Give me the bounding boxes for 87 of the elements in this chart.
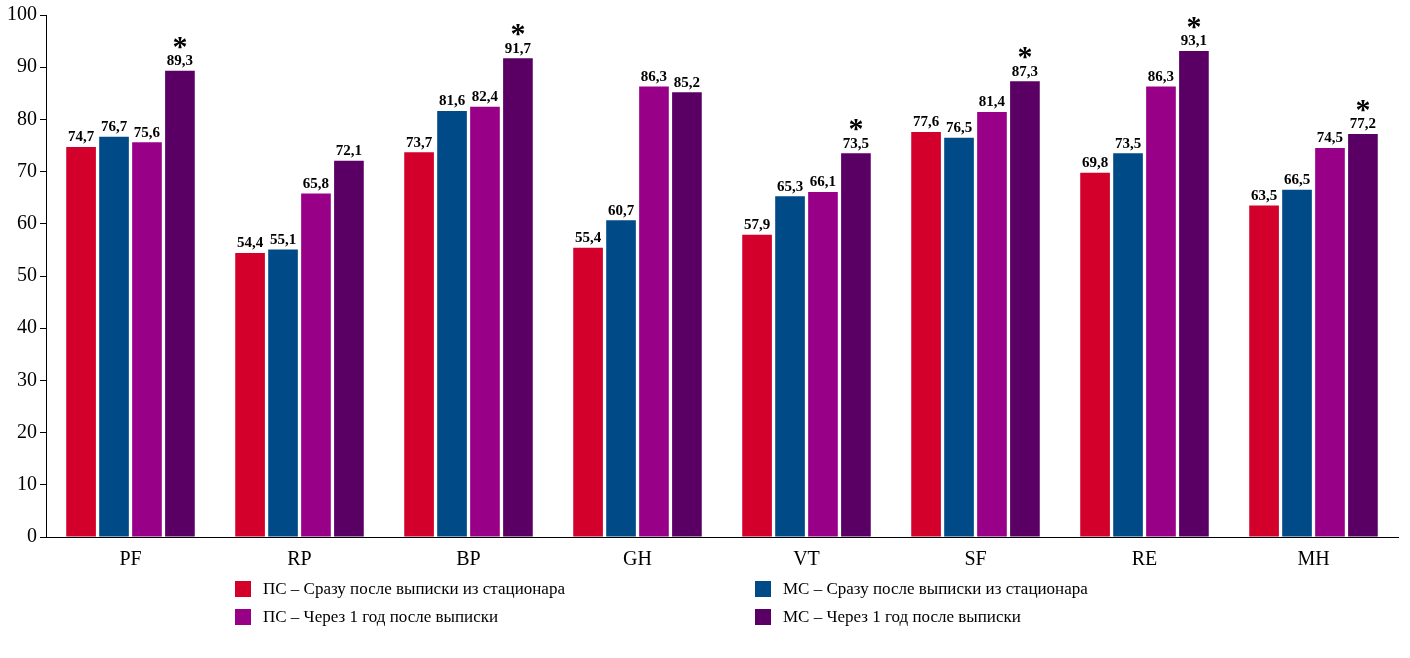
bar	[808, 191, 838, 537]
bar	[1080, 172, 1110, 537]
data-label: 63,5	[1250, 186, 1278, 203]
bar	[1010, 81, 1040, 537]
y-tick-label: 0	[27, 524, 37, 547]
bar	[66, 147, 96, 537]
data-label: 87,3	[1011, 62, 1039, 79]
data-label: 76,5	[945, 119, 973, 136]
data-label: 69,8	[1081, 154, 1109, 171]
bar	[132, 142, 162, 537]
data-label: 77,2	[1349, 115, 1377, 132]
data-label: 66,1	[809, 173, 837, 190]
data-label: 65,8	[302, 174, 330, 191]
bar	[742, 234, 772, 537]
bar	[1179, 51, 1209, 537]
data-label: 77,6	[912, 113, 940, 130]
legend-label: ПС – Сразу после выписки из стационара	[263, 579, 565, 599]
y-tick-label: 20	[17, 419, 37, 442]
data-label: 86,3	[1147, 67, 1175, 84]
y-tick-label: 70	[17, 158, 37, 181]
bar	[1113, 153, 1143, 537]
bar	[911, 131, 941, 537]
y-tick-label: 90	[17, 54, 37, 77]
bar	[639, 86, 669, 537]
y-tick-label: 50	[17, 263, 37, 286]
data-label: 85,2	[673, 73, 701, 90]
data-label: 73,5	[842, 134, 870, 151]
data-label: 54,4	[236, 234, 264, 251]
y-tick-label: 30	[17, 367, 37, 390]
x-tick-label: VT	[793, 547, 820, 570]
data-label: 75,6	[133, 123, 161, 140]
y-tick-label: 40	[17, 315, 37, 338]
x-tick-label: BP	[456, 547, 481, 570]
y-tick-label: 60	[17, 211, 37, 234]
legend-label: МС – Через 1 год после выписки	[783, 607, 1021, 627]
data-label: 74,7	[67, 128, 95, 145]
data-label: 74,5	[1316, 129, 1344, 146]
bar	[573, 247, 603, 537]
data-label: 81,4	[978, 93, 1006, 110]
bar	[1249, 205, 1279, 537]
y-tick-label: 10	[17, 472, 37, 495]
y-tick-label: 100	[7, 2, 37, 25]
data-label: 65,3	[776, 177, 804, 194]
legend-label: ПС – Через 1 год после выписки	[263, 607, 499, 627]
bar	[944, 137, 974, 537]
bar	[503, 58, 533, 537]
bar	[470, 106, 500, 537]
data-label: 91,7	[504, 39, 532, 56]
bar	[672, 92, 702, 537]
bar	[334, 160, 364, 537]
data-label: 93,1	[1180, 32, 1208, 49]
bar	[606, 220, 636, 537]
data-label: 60,7	[607, 201, 635, 218]
data-label: 76,7	[100, 118, 128, 134]
data-label: 55,1	[269, 230, 297, 247]
bar	[1146, 86, 1176, 537]
data-label: 86,3	[640, 67, 668, 84]
bar	[301, 193, 331, 537]
legend-label: МС – Сразу после выписки из стационара	[783, 579, 1088, 599]
data-label: 66,5	[1283, 171, 1311, 188]
x-tick-label: SF	[964, 547, 987, 570]
x-tick-label: RE	[1131, 547, 1158, 570]
x-tick-label: RP	[287, 547, 312, 570]
data-label: 72,1	[335, 142, 363, 159]
bar	[437, 111, 467, 537]
x-tick-label: GH	[623, 547, 652, 570]
data-label: 89,3	[166, 52, 194, 69]
x-tick-label: MH	[1297, 547, 1330, 570]
bar	[1282, 189, 1312, 537]
bar	[99, 136, 129, 537]
y-tick-label: 80	[17, 106, 37, 129]
data-label: 81,6	[438, 92, 466, 109]
data-label: 55,4	[574, 229, 602, 246]
data-label: 82,4	[471, 88, 499, 105]
bar	[1315, 148, 1345, 537]
bar	[235, 253, 265, 537]
data-label: 57,9	[743, 216, 771, 233]
x-tick-label: PF	[119, 547, 142, 570]
data-label: 73,7	[405, 133, 433, 150]
bar	[775, 196, 805, 537]
bar	[977, 112, 1007, 537]
bar	[404, 152, 434, 537]
data-label: 73,5	[1114, 134, 1142, 151]
bar	[268, 249, 298, 537]
bar	[841, 153, 871, 537]
bar	[1348, 134, 1378, 537]
bar	[165, 70, 195, 537]
